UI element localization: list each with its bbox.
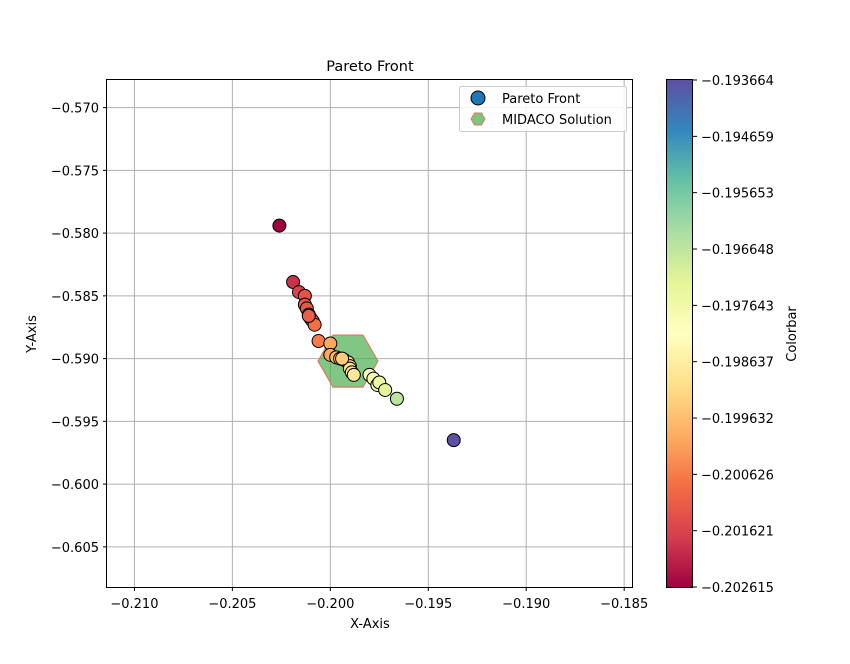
colorbar-label: Colorbar <box>785 306 800 362</box>
y-tick-label: −0.595 <box>51 415 99 430</box>
y-tick-label: −0.580 <box>51 227 99 242</box>
y-axis-label: Y-Axis <box>25 315 40 354</box>
y-tick-label: −0.605 <box>51 541 99 556</box>
axis-ticks: −0.210 −0.205 −0.200 −0.195 −0.190 −0.185 −0.5… <box>51 102 648 612</box>
colorbar-tick-label: −0.194659 <box>701 130 774 145</box>
legend-midaco-marker <box>470 112 486 126</box>
x-tick-label: −0.205 <box>208 597 256 612</box>
x-tick-label: −0.195 <box>404 597 452 612</box>
colorbar-tick-label: −0.193664 <box>701 74 774 89</box>
x-tick-label: −0.185 <box>600 597 648 612</box>
colorbar-tick-label: −0.199632 <box>701 412 774 427</box>
chart-title: Pareto Front <box>326 59 414 75</box>
colorbar-gradient <box>666 79 693 588</box>
pareto-point <box>389 391 404 406</box>
pareto-point <box>301 308 316 323</box>
y-tick-label: −0.585 <box>51 290 99 305</box>
y-tick-label: −0.590 <box>51 353 99 368</box>
pareto-point <box>446 433 461 448</box>
pareto-point <box>272 218 287 233</box>
colorbar-tick-label: −0.197643 <box>701 299 774 314</box>
x-tick-label: −0.190 <box>502 597 550 612</box>
plot-area-frame <box>106 79 633 588</box>
colorbar-tick-label: −0.202615 <box>701 581 774 596</box>
colorbar-tick-label: −0.200626 <box>701 468 774 483</box>
x-tick-label: −0.210 <box>110 597 158 612</box>
pareto-points-layer <box>272 218 461 448</box>
legend-midaco-label: MIDACO Solution <box>502 113 612 128</box>
legend-pareto-marker <box>470 90 486 106</box>
legend-pareto-label: Pareto Front <box>502 92 580 107</box>
colorbar-tick-label: −0.198637 <box>701 356 774 371</box>
pareto-point <box>378 382 393 397</box>
y-tick-label: −0.600 <box>51 478 99 493</box>
colorbar-tick-label: −0.201621 <box>701 525 774 540</box>
colorbar: −0.193664 −0.194659 −0.195653 −0.196648 −0.1… <box>666 74 800 596</box>
x-tick-label: −0.200 <box>306 597 354 612</box>
x-axis-label: X-Axis <box>350 617 390 632</box>
colorbar-ticks: −0.193664 −0.194659 −0.195653 −0.196648 −0.1… <box>693 74 774 596</box>
pareto-point <box>346 367 361 382</box>
legend: Pareto Front MIDACO Solution <box>459 86 627 132</box>
pareto-point <box>311 334 326 349</box>
legend-box <box>459 86 627 132</box>
y-tick-label: −0.575 <box>51 164 99 179</box>
grid-lines <box>107 80 632 587</box>
colorbar-tick-label: −0.196648 <box>701 243 774 258</box>
pareto-point <box>335 351 350 366</box>
colorbar-tick-label: −0.195653 <box>701 187 774 202</box>
y-tick-label: −0.570 <box>51 102 99 117</box>
